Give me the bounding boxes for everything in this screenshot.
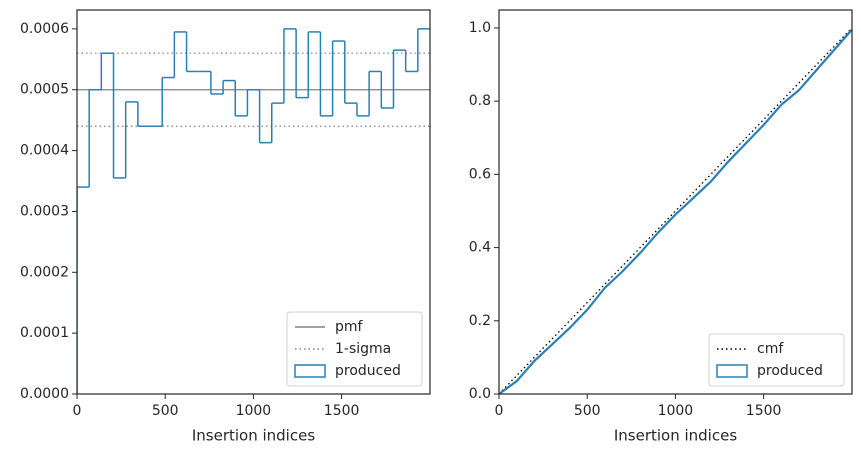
y-tick-label: 0.0004	[20, 143, 69, 159]
x-tick-label: 500	[152, 403, 179, 419]
y-tick-label: 0.0003	[20, 203, 69, 219]
line	[499, 29, 852, 394]
x-tick-label: 0	[495, 403, 504, 419]
legend-box	[286, 311, 423, 387]
y-tick-label: 1.0	[469, 20, 491, 36]
legend-swatch	[716, 364, 748, 378]
y-tick-label: 0.0000	[20, 386, 69, 402]
y-tick-label: 0.2	[469, 313, 491, 329]
x-axis-label: Insertion indices	[192, 427, 315, 445]
legend-label: produced	[757, 363, 823, 379]
x-tick-label: 1500	[324, 403, 360, 419]
y-tick-label: 0.0006	[20, 21, 69, 37]
y-tick-label: 0.0	[469, 386, 491, 402]
y-tick-label: 0.4	[469, 240, 491, 256]
y-tick-label: 0.0005	[20, 82, 69, 98]
legend-box	[708, 333, 845, 387]
plot-area	[77, 28, 430, 394]
y-tick-label: 0.6	[469, 166, 491, 182]
x-tick-label: 1500	[746, 403, 782, 419]
y-tick-label: 0.0001	[20, 325, 69, 341]
x-axis-label: Insertion indices	[614, 427, 737, 445]
y-tick-label: 0.0002	[20, 264, 69, 280]
x-tick-label: 500	[574, 403, 601, 419]
x-tick-label: 1000	[658, 403, 694, 419]
legend-label: pmf	[335, 319, 364, 335]
legend-label: cmf	[757, 341, 784, 357]
axes-frame	[76, 9, 431, 395]
y-tick-label: 0.8	[469, 93, 491, 109]
plot-area	[499, 27, 852, 394]
line	[499, 27, 852, 394]
legend-swatch	[294, 364, 326, 378]
x-tick-label: 1000	[236, 403, 272, 419]
legend-label: produced	[335, 363, 401, 379]
x-tick-label: 0	[73, 403, 82, 419]
axes-frame	[498, 9, 853, 395]
legend-label: 1-sigma	[335, 341, 391, 357]
